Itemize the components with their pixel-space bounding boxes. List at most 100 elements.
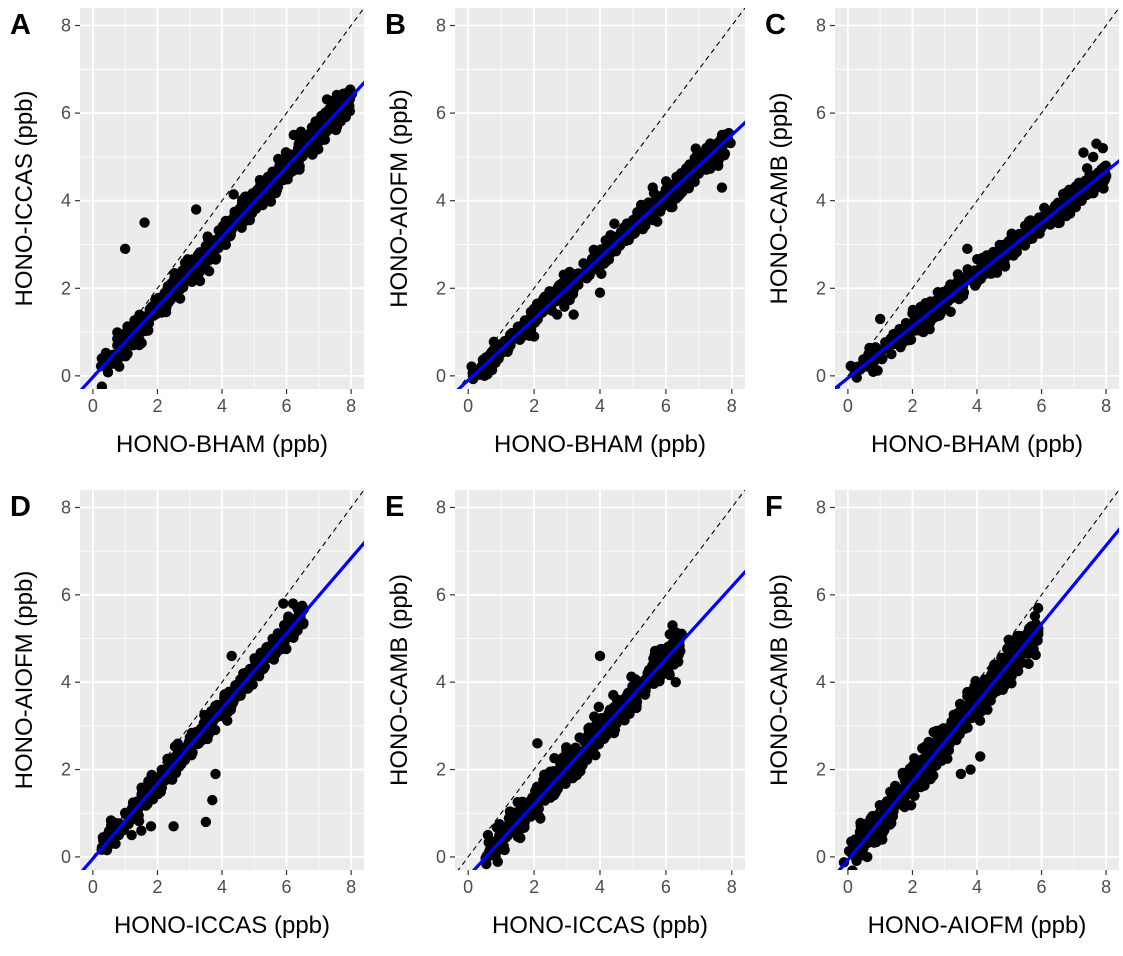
x-tick-label: 2 — [907, 877, 917, 897]
data-point — [535, 813, 546, 824]
identity-line — [457, 490, 745, 870]
data-point — [630, 674, 641, 685]
y-tick-label: 6 — [61, 103, 71, 123]
data-point — [970, 675, 981, 687]
data-point — [593, 701, 604, 713]
data-point — [225, 230, 236, 242]
x-axis-label: HONO-ICCAS (ppb) — [114, 912, 330, 939]
x-axis-label: HONO-BHAM (ppb) — [871, 431, 1083, 458]
fit-line — [837, 527, 1119, 870]
data-point — [561, 745, 572, 756]
identity-line — [82, 490, 364, 870]
data-point — [499, 844, 510, 856]
data-point — [220, 239, 231, 250]
panel-C: 0 2 4 6 8 0 2 4 6 8 HONO-BHAM (ppb) HONO-CAMB (ppb)… — [765, 8, 1119, 458]
data-point — [194, 247, 206, 258]
y-tick-label: 6 — [436, 585, 446, 605]
y-axis-label: HONO-CAMB (ppb) — [766, 574, 793, 786]
data-point — [327, 120, 339, 132]
data-point — [340, 111, 351, 123]
plot-area — [80, 8, 364, 389]
y-tick-label: 8 — [61, 497, 71, 517]
y-tick-label: 0 — [436, 847, 446, 867]
y-tick-label: 2 — [816, 760, 826, 780]
y-tick-label: 4 — [436, 191, 446, 211]
y-tick-label: 2 — [61, 760, 71, 780]
data-point — [549, 753, 560, 764]
data-point — [195, 266, 206, 277]
x-tick-label: 8 — [346, 877, 356, 897]
x-tick-label: 8 — [346, 396, 356, 416]
x-tick-label: 6 — [282, 396, 292, 416]
data-point — [664, 668, 675, 679]
data-point — [1022, 645, 1033, 657]
data-point — [519, 822, 530, 833]
data-point — [951, 734, 962, 746]
y-axis-label: HONO-CAMB (ppb) — [766, 92, 793, 304]
data-point — [982, 252, 993, 263]
data-point — [697, 148, 709, 159]
data-point — [979, 674, 990, 685]
data-point — [200, 816, 212, 828]
fit-line — [80, 80, 364, 389]
data-point — [631, 696, 643, 707]
data-point — [472, 390, 482, 400]
x-tick-label: 0 — [843, 396, 853, 416]
x-tick-label: 4 — [595, 396, 605, 416]
y-tick-label: 8 — [436, 16, 446, 36]
data-point — [874, 313, 886, 325]
x-tick-label: 2 — [152, 396, 162, 416]
x-tick-label: 4 — [972, 396, 982, 416]
y-tick-label: 8 — [436, 497, 446, 517]
y-tick-label: 0 — [61, 366, 71, 386]
identity-line — [837, 490, 1119, 870]
data-point — [482, 829, 494, 841]
fit-line — [81, 540, 364, 870]
data-point — [558, 298, 570, 309]
x-tick-label: 0 — [463, 396, 473, 416]
data-point — [96, 381, 108, 389]
x-tick-label: 2 — [529, 396, 539, 416]
x-tick-label: 6 — [1037, 877, 1047, 897]
data-point — [287, 598, 299, 609]
y-axis-label: HONO-AIOFM (ppb) — [386, 89, 413, 308]
y-tick-label: 8 — [816, 497, 826, 517]
plot-area — [835, 8, 1119, 389]
x-tick-label: 8 — [727, 877, 737, 897]
data-point — [551, 309, 563, 320]
data-point — [554, 282, 566, 293]
data-point — [936, 755, 947, 767]
data-point — [956, 273, 967, 285]
data-point — [259, 661, 271, 673]
identity-line — [837, 8, 1119, 389]
y-tick-label: 8 — [816, 16, 826, 36]
y-tick-label: 2 — [436, 278, 446, 298]
data-point — [635, 199, 647, 211]
x-tick-label: 0 — [843, 877, 853, 897]
data-point — [975, 751, 986, 762]
panel-D: 0 2 4 6 8 0 2 4 6 8 HONO-ICCAS (ppb) HONO-AIOFM (pp… — [10, 490, 364, 939]
x-axis-label: HONO-ICCAS (ppb) — [492, 912, 708, 939]
y-axis-label: HONO-AIOFM (ppb) — [11, 571, 38, 790]
data-point — [871, 836, 882, 848]
y-tick-label: 6 — [816, 103, 826, 123]
data-point — [515, 803, 526, 814]
x-tick-label: 4 — [217, 396, 227, 416]
data-point — [886, 348, 897, 360]
x-tick-label: 0 — [88, 877, 98, 897]
data-point — [184, 749, 195, 760]
fit-line — [835, 158, 1119, 389]
data-point — [923, 736, 934, 748]
y-axis-label: HONO-CAMB (ppb) — [386, 574, 413, 786]
data-point — [667, 620, 678, 631]
data-point — [119, 243, 131, 255]
data-point — [504, 806, 516, 817]
data-point — [261, 641, 273, 653]
data-point — [1060, 210, 1072, 222]
data-point — [991, 685, 1003, 697]
data-point — [313, 144, 324, 155]
x-axis-label: HONO-AIOFM (ppb) — [868, 912, 1087, 939]
data-point — [609, 218, 620, 229]
data-point — [152, 788, 164, 800]
data-point — [594, 287, 606, 298]
